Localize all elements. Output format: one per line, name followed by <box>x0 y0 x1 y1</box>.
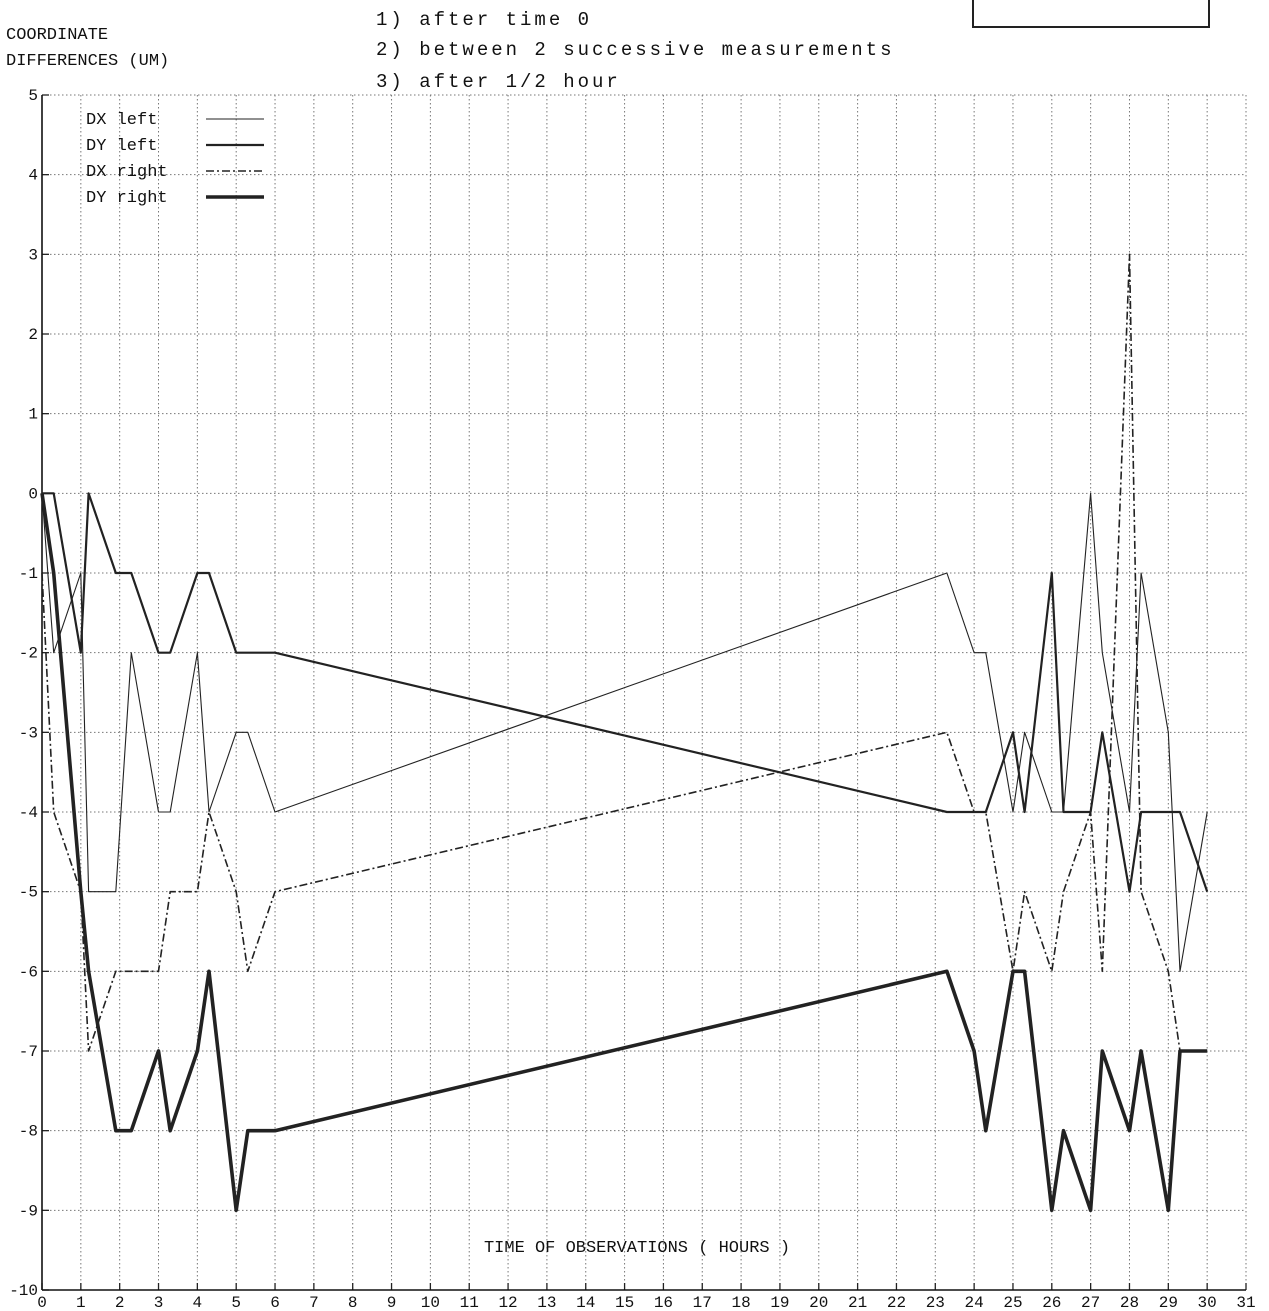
x-tick-label: 22 <box>887 1294 906 1311</box>
note-3: 3) after 1/2 hour <box>376 71 621 93</box>
legend-label: DY right <box>86 189 168 208</box>
empty-label-box <box>972 0 1210 28</box>
x-axis-title: TIME OF OBSERVATIONS ( HOURS ) <box>484 1239 790 1258</box>
y-tick-label: 4 <box>28 167 38 185</box>
y-tick-label: -4 <box>19 804 38 822</box>
x-tick-label: 11 <box>460 1294 479 1311</box>
x-tick-label: 15 <box>615 1294 634 1311</box>
legend-label: DX left <box>86 111 157 130</box>
y-tick-label: -10 <box>9 1282 38 1300</box>
x-tick-label: 27 <box>1081 1294 1100 1311</box>
series-line-dx-left <box>41 492 1208 972</box>
series-lines <box>40 253 1209 1213</box>
x-tick-label: 3 <box>154 1294 164 1311</box>
x-tick-label: 1 <box>76 1294 86 1311</box>
legend-label: DY left <box>86 137 157 156</box>
x-tick-label: 7 <box>309 1294 319 1311</box>
x-tick-label: 5 <box>231 1294 241 1311</box>
y-tick-label: -1 <box>19 565 38 583</box>
legend-label: DX right <box>86 163 168 182</box>
y-axis-title-line1: COORDINATE <box>6 26 108 45</box>
legend: DX left DY left DX right DY right <box>86 111 264 208</box>
x-tick-label: 9 <box>387 1294 397 1311</box>
x-tick-label: 12 <box>498 1294 517 1311</box>
y-tick-label: 0 <box>28 485 38 503</box>
x-tick-label: 16 <box>654 1294 673 1311</box>
series-line-dy-right <box>40 493 1208 1213</box>
x-tick-label: 19 <box>770 1294 789 1311</box>
x-tick-label: 10 <box>421 1294 440 1311</box>
y-tick-label: -7 <box>19 1043 38 1061</box>
y-tick-label: 5 <box>28 87 38 105</box>
x-tick-label: 26 <box>1042 1294 1061 1311</box>
y-tick-label: 3 <box>28 246 38 264</box>
x-tick-label: 0 <box>37 1294 47 1311</box>
grid <box>41 94 1247 1291</box>
x-tick-label: 8 <box>348 1294 358 1311</box>
x-tick-label: 6 <box>270 1294 280 1311</box>
y-tick-label: -6 <box>19 963 38 981</box>
x-tick-label: 2 <box>115 1294 125 1311</box>
y-axis-title-line2: DIFFERENCES (UM) <box>6 52 169 71</box>
x-tick-label: 4 <box>193 1294 203 1311</box>
x-tick-label: 23 <box>926 1294 945 1311</box>
axis-ticks: 0 1 2 3 4 5 6 7 8 9 10 11 12 13 14 15 16 17 18 19 20 21 22 23 24… <box>9 87 1255 1311</box>
x-tick-label: 28 <box>1120 1294 1139 1311</box>
y-tick-label: -5 <box>19 884 38 902</box>
y-tick-label: 1 <box>28 406 38 424</box>
x-tick-label: 25 <box>1003 1294 1022 1311</box>
x-tick-label: 14 <box>576 1294 595 1311</box>
series-line-dy-left <box>42 492 1209 893</box>
x-tick-label: 24 <box>965 1294 984 1311</box>
y-tick-label: 2 <box>28 326 38 344</box>
x-tick-label: 29 <box>1159 1294 1178 1311</box>
x-tick-label: 31 <box>1236 1294 1255 1311</box>
x-tick-label: 21 <box>848 1294 867 1311</box>
y-tick-label: -2 <box>19 645 38 663</box>
x-tick-label: 30 <box>1198 1294 1217 1311</box>
note-1: 1) after time 0 <box>376 9 592 31</box>
x-tick-label: 20 <box>809 1294 828 1311</box>
y-tick-label: -3 <box>19 724 38 742</box>
note-2: 2) between 2 successive measurements <box>376 39 894 61</box>
y-tick-label: -8 <box>19 1123 38 1141</box>
x-tick-label: 17 <box>693 1294 712 1311</box>
y-tick-label: -9 <box>19 1202 38 1220</box>
series-line-dx-right <box>41 253 1208 1052</box>
x-tick-label: 18 <box>731 1294 750 1311</box>
x-tick-label: 13 <box>537 1294 556 1311</box>
